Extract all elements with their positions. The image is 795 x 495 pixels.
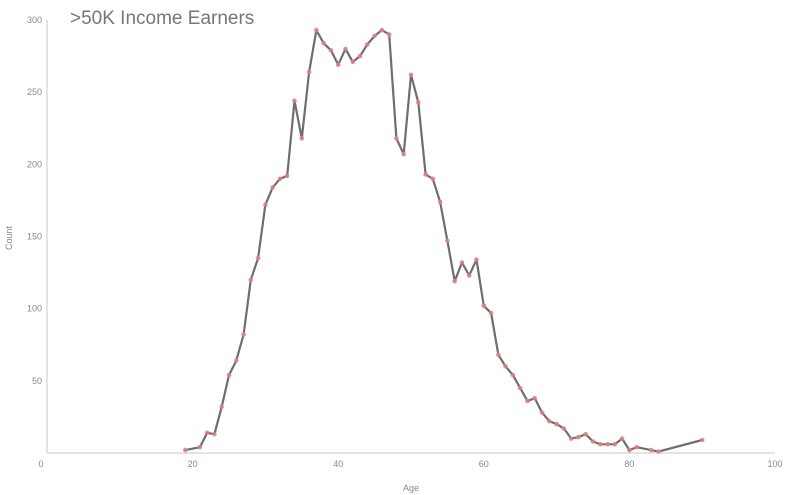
data-point[interactable] — [452, 278, 458, 284]
data-point[interactable] — [248, 277, 254, 283]
data-point[interactable] — [197, 444, 203, 450]
data-point[interactable] — [561, 426, 567, 431]
data-point[interactable] — [204, 430, 210, 436]
x-tick-label: 80 — [624, 459, 634, 469]
data-point[interactable] — [270, 185, 276, 190]
data-point[interactable] — [517, 385, 523, 391]
y-tick-label: 200 — [27, 159, 42, 169]
data-point[interactable] — [321, 40, 326, 46]
series — [184, 29, 704, 453]
data-point[interactable] — [416, 100, 421, 105]
data-point[interactable] — [292, 98, 297, 104]
x-axis-title: Age — [403, 483, 419, 493]
y-tick-labels: 300 250 200 150 100 50 — [27, 15, 42, 386]
data-point[interactable] — [598, 442, 603, 447]
data-point[interactable] — [539, 410, 545, 415]
data-point[interactable] — [306, 69, 312, 75]
data-point[interactable] — [255, 255, 261, 261]
chart-title: >50K Income Earners — [70, 8, 254, 29]
data-point[interactable] — [474, 257, 479, 262]
data-point[interactable] — [299, 136, 305, 141]
data-point[interactable] — [314, 27, 319, 33]
data-point[interactable] — [525, 398, 530, 404]
x-tick-label: 20 — [188, 459, 198, 469]
axes — [46, 20, 775, 454]
data-point[interactable] — [481, 303, 487, 309]
data-point[interactable] — [386, 32, 392, 37]
data-point[interactable] — [619, 436, 625, 441]
data-point[interactable] — [634, 444, 639, 450]
data-point[interactable] — [590, 439, 596, 444]
data-point[interactable] — [423, 172, 428, 177]
data-point[interactable] — [357, 53, 363, 59]
data-point[interactable] — [503, 364, 508, 369]
y-tick-label: 50 — [32, 376, 42, 386]
data-point[interactable] — [328, 48, 334, 53]
data-point[interactable] — [183, 447, 188, 453]
data-point[interactable] — [343, 46, 348, 52]
data-point[interactable] — [605, 442, 610, 447]
y-tick-label: 100 — [27, 304, 42, 314]
data-point[interactable] — [408, 72, 414, 78]
data-point[interactable] — [277, 176, 283, 182]
data-point[interactable] — [335, 62, 341, 67]
data-point[interactable] — [241, 332, 246, 337]
data-point[interactable] — [648, 447, 654, 453]
data-point[interactable] — [350, 59, 356, 65]
data-point[interactable] — [583, 431, 588, 437]
data-points — [183, 27, 705, 454]
data-point[interactable] — [284, 173, 290, 179]
data-point[interactable] — [466, 273, 472, 278]
data-point[interactable] — [263, 202, 268, 207]
data-point[interactable] — [459, 260, 465, 265]
x-tick-label: 60 — [479, 459, 489, 469]
data-point[interactable] — [496, 352, 501, 358]
data-point[interactable] — [394, 136, 399, 141]
data-point[interactable] — [365, 42, 370, 47]
data-point[interactable] — [226, 372, 232, 378]
data-point[interactable] — [554, 421, 559, 427]
y-axis-title: Count — [4, 226, 14, 251]
y-tick-label: 250 — [27, 87, 42, 97]
data-point[interactable] — [234, 358, 239, 363]
series-line — [184, 29, 704, 453]
data-point[interactable] — [488, 310, 494, 316]
data-point[interactable] — [437, 199, 443, 205]
data-point[interactable] — [445, 238, 450, 244]
x-tick-label: 40 — [333, 459, 343, 469]
data-point[interactable] — [510, 372, 516, 378]
data-point[interactable] — [430, 176, 436, 182]
y-tick-label: 150 — [27, 232, 42, 242]
data-point[interactable] — [547, 418, 552, 424]
data-point[interactable] — [401, 151, 407, 157]
data-point[interactable] — [219, 404, 224, 410]
x-tick-label: 100 — [767, 459, 782, 469]
data-point[interactable] — [656, 449, 661, 454]
data-point[interactable] — [576, 434, 581, 440]
x-tick-labels: 0 20 40 60 80 100 — [38, 459, 782, 469]
data-point[interactable] — [532, 395, 538, 401]
data-point[interactable] — [699, 437, 705, 443]
data-point[interactable] — [627, 447, 632, 453]
data-point[interactable] — [212, 431, 217, 437]
data-point[interactable] — [568, 436, 574, 441]
data-point[interactable] — [372, 33, 377, 39]
data-point[interactable] — [379, 27, 385, 33]
data-point[interactable] — [612, 442, 618, 447]
y-tick-label: 300 — [27, 15, 42, 25]
x-tick-label: 0 — [38, 459, 43, 469]
